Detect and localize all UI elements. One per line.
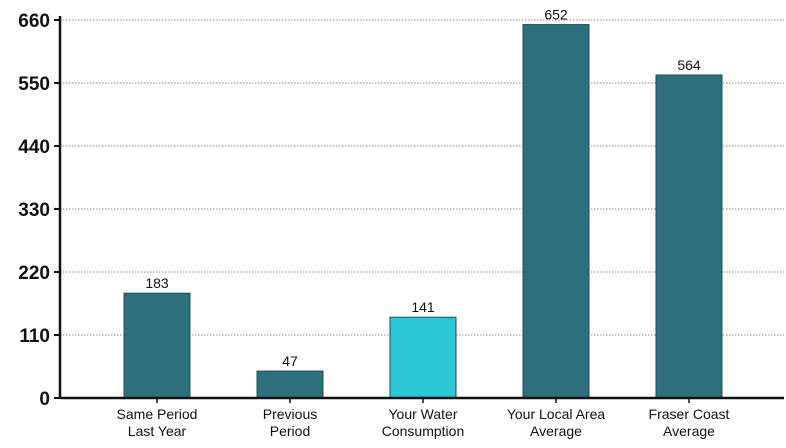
bar: [256, 370, 324, 399]
x-tick-label: Your Water: [389, 406, 458, 422]
x-tick-label: Previous: [263, 406, 317, 422]
bar: [389, 316, 457, 399]
bar: [123, 292, 191, 399]
bar-value-label: 564: [677, 57, 701, 73]
y-tick-label: 110: [19, 326, 50, 347]
y-tick-label: 660: [18, 11, 50, 32]
x-tick-label: Average: [530, 423, 582, 439]
x-tick-label: Same Period: [117, 406, 198, 422]
x-tick-label: Consumption: [382, 423, 465, 439]
y-tick-label: 550: [18, 74, 50, 95]
axes: [54, 16, 784, 403]
y-tick-label: 0: [39, 389, 50, 410]
x-tick-label: Period: [270, 423, 310, 439]
x-tick-label: Your Local Area: [507, 406, 606, 422]
bar-value-label: 183: [145, 275, 169, 291]
bar-value-label: 652: [544, 7, 568, 23]
y-tick-label: 440: [18, 137, 50, 158]
x-tick-label: Fraser Coast: [649, 406, 730, 422]
y-tick-label: 220: [18, 263, 50, 284]
x-tick-label: Average: [663, 423, 715, 439]
bar: [655, 74, 723, 399]
bar-value-label: 47: [282, 353, 298, 369]
bars: [123, 24, 723, 399]
x-tick-label: Last Year: [128, 423, 187, 439]
bar-value-label: 141: [411, 299, 435, 315]
bar: [522, 24, 590, 399]
y-tick-label: 330: [18, 200, 50, 221]
